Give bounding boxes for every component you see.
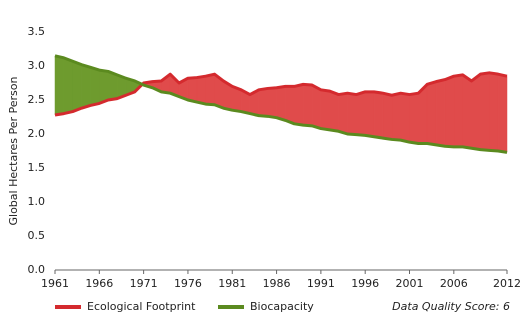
gap-fill	[489, 72, 499, 152]
gap-fill	[54, 55, 65, 116]
gap-fill	[99, 69, 109, 104]
gap-fill	[480, 72, 490, 151]
gap-fill	[320, 89, 330, 131]
gap-fill	[462, 74, 472, 149]
y-tick-label: 2.0	[28, 127, 46, 140]
gap-fill	[311, 84, 322, 129]
x-tick-label: 1991	[307, 277, 335, 290]
x-tick-label: 2006	[440, 277, 468, 290]
x-tick-label: 1981	[218, 277, 246, 290]
gap-fill	[373, 91, 384, 139]
gap-fill	[364, 91, 375, 138]
gap-fill	[347, 92, 357, 135]
gap-fill	[267, 87, 277, 118]
x-tick-label: 2001	[396, 277, 424, 290]
y-tick-label: 3.0	[28, 59, 46, 72]
y-tick-label: 0.5	[28, 229, 46, 242]
y-tick-label: 0.0	[28, 263, 46, 276]
gap-fill	[329, 90, 339, 132]
gap-fill	[302, 84, 313, 127]
gap-fill	[285, 86, 295, 125]
x-tick-label: 1966	[85, 277, 113, 290]
gap-fill	[205, 73, 215, 106]
series-line	[54, 71, 508, 117]
legend-label: Ecological Footprint	[87, 300, 196, 313]
x-tick-label: 1961	[41, 277, 69, 290]
gap-fill	[409, 92, 419, 144]
gap-fill	[187, 77, 198, 103]
y-tick-label: 1.5	[28, 161, 46, 174]
y-tick-label: 3.5	[28, 25, 46, 38]
gap-fill	[400, 92, 410, 143]
x-tick-label: 1971	[130, 277, 158, 290]
x-tick-label: 1996	[351, 277, 379, 290]
series-line	[54, 54, 508, 154]
x-tick-label: 1976	[174, 277, 202, 290]
legend-label: Biocapacity	[250, 300, 314, 313]
gap-fill	[63, 57, 73, 114]
gap-fill	[294, 84, 304, 126]
x-tick-label: 2012	[493, 277, 521, 290]
gap-fill	[426, 81, 437, 146]
gap-fill	[356, 91, 366, 136]
gap-fill	[258, 88, 268, 117]
gap-fill	[435, 79, 446, 147]
x-tick-label: 1986	[263, 277, 291, 290]
gap-fill	[391, 92, 401, 141]
annotation: Data Quality Score: 6	[392, 300, 510, 313]
gap-fill	[72, 60, 82, 112]
gap-fill	[453, 74, 463, 148]
gap-fill	[90, 67, 100, 106]
gap-fill	[196, 75, 206, 105]
y-tick-label: 1.0	[28, 195, 46, 208]
gap-fill	[382, 92, 393, 140]
gap-fill	[81, 64, 91, 109]
gap-fill	[497, 73, 508, 153]
gap-fill	[444, 75, 455, 148]
gap-fill	[471, 73, 481, 150]
y-axis-label: Global Hectares Per Person	[7, 76, 20, 225]
y-tick-label: 2.5	[28, 93, 46, 106]
gap-fill	[338, 92, 348, 135]
gap-fill	[276, 86, 286, 121]
